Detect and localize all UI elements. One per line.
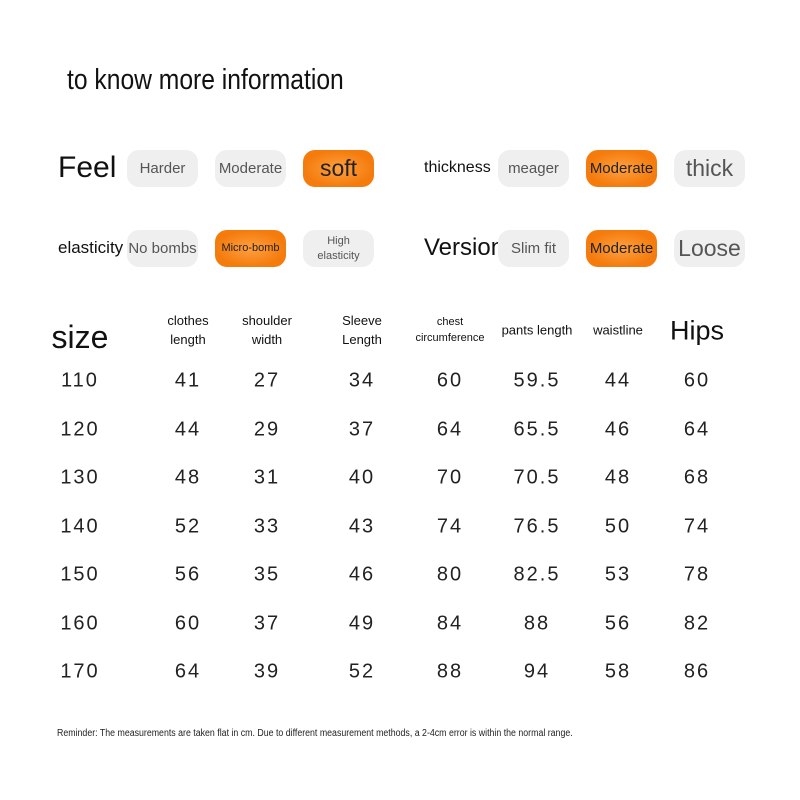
option-pill: Moderate — [215, 150, 286, 187]
cell: 46 — [604, 418, 632, 440]
cell: 48 — [174, 466, 202, 489]
option-pill-selected: Moderate — [586, 230, 657, 267]
cell: 59.5 — [513, 369, 561, 392]
cell: 88 — [523, 612, 551, 634]
option-pill: No bombs — [127, 230, 198, 267]
cell: 130 — [60, 466, 100, 489]
cell: 37 — [348, 418, 376, 440]
cell: 74 — [436, 515, 464, 537]
cell: 64 — [683, 418, 711, 440]
option-pill: thick — [674, 150, 745, 187]
cell: 88 — [436, 660, 464, 683]
cell: 35 — [253, 563, 281, 586]
column-header: Sleeve Length — [342, 313, 382, 347]
option-pill-selected: Moderate — [586, 150, 657, 187]
attribute-label: thickness — [424, 159, 491, 176]
cell: 60 — [436, 369, 464, 392]
cell: 41 — [174, 369, 202, 392]
cell: 76.5 — [513, 515, 561, 537]
cell: 140 — [60, 515, 100, 537]
reminder: Reminder: The measurements are taken fla… — [57, 728, 573, 739]
cell: 74 — [683, 515, 711, 537]
cell: 170 — [60, 660, 100, 683]
column-header: clothes length — [167, 313, 209, 347]
option-pill-selected: soft — [303, 150, 374, 187]
cell: 46 — [348, 563, 376, 586]
cell: 82.5 — [513, 563, 561, 586]
cell: 33 — [253, 515, 281, 537]
cell: 39 — [253, 660, 281, 683]
option-pill: Slim fit — [498, 230, 569, 267]
cell: 84 — [436, 612, 464, 634]
cell: 27 — [253, 369, 281, 392]
cell: 44 — [604, 369, 632, 392]
column-header: pants length — [501, 322, 573, 338]
attribute-label: Version — [424, 234, 505, 261]
cell: 52 — [348, 660, 376, 683]
cell: 34 — [348, 369, 376, 392]
cell: 94 — [523, 660, 551, 683]
column-header: chest circumference — [415, 316, 485, 344]
cell: 60 — [174, 612, 202, 634]
cell: 65.5 — [513, 418, 561, 440]
attribute-label: Feel — [58, 151, 117, 184]
cell: 56 — [604, 612, 632, 634]
cell: 150 — [60, 563, 100, 586]
cell: 48 — [604, 466, 632, 489]
cell: 160 — [60, 612, 100, 634]
option-pill-selected: Micro-bomb — [215, 230, 286, 267]
option-pill: meager — [498, 150, 569, 187]
option-pill: Loose — [674, 230, 745, 267]
cell: 56 — [174, 563, 202, 586]
column-header: waistline — [593, 322, 643, 338]
cell: 68 — [683, 466, 711, 489]
cell: 29 — [253, 418, 281, 440]
cell: 43 — [348, 515, 376, 537]
cell: 64 — [174, 660, 202, 683]
cell: 53 — [604, 563, 632, 586]
cell: 80 — [436, 563, 464, 586]
cell: 120 — [60, 418, 100, 440]
cell: 60 — [683, 369, 711, 392]
cell: 40 — [348, 466, 376, 489]
option-pill: High elasticity — [303, 230, 374, 267]
cell: 86 — [683, 660, 711, 683]
attribute-label: elasticity — [58, 238, 124, 257]
title: to know more information — [67, 64, 344, 96]
column-header: Hips — [669, 315, 724, 346]
cell: 110 — [61, 369, 99, 392]
column-header: size — [51, 318, 109, 355]
cell: 31 — [253, 466, 281, 489]
cell: 49 — [348, 612, 376, 634]
cell: 50 — [604, 515, 632, 537]
cell: 82 — [683, 612, 711, 634]
cell: 70.5 — [513, 466, 561, 489]
cell: 52 — [174, 515, 202, 537]
column-header: shoulder width — [242, 313, 292, 347]
option-pill: Harder — [127, 150, 198, 187]
cell: 58 — [604, 660, 632, 683]
cell: 70 — [436, 466, 464, 489]
cell: 78 — [683, 563, 711, 586]
cell: 37 — [253, 612, 281, 634]
cell: 64 — [436, 418, 464, 440]
cell: 44 — [174, 418, 202, 440]
